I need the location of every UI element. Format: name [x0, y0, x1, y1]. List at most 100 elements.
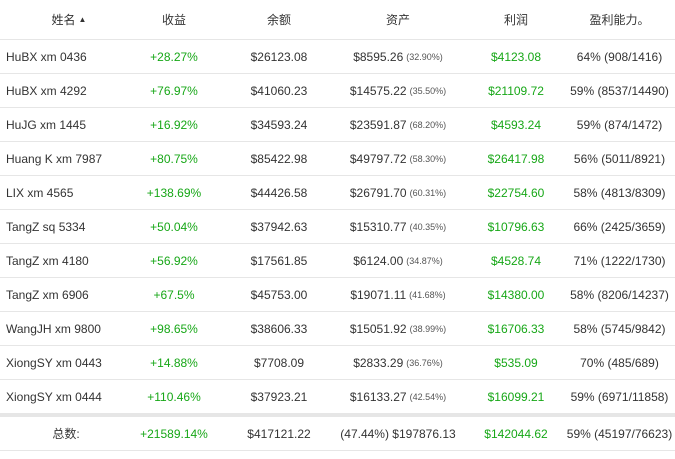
row-assets-value: $2833.29	[353, 355, 404, 370]
row-income: +110.46%	[147, 389, 201, 404]
row-ability: 66% (2425/3659)	[573, 219, 666, 234]
row-name: Huang K xm 7987	[6, 151, 103, 166]
row-ability: 70% (485/689)	[580, 355, 659, 370]
total-income: +21589.14%	[140, 426, 208, 441]
table-row[interactable]: HuJG xm 1445 +16.92% $34593.24 $23591.87 (68…	[0, 108, 675, 142]
row-assets-value: $14575.22	[349, 83, 407, 98]
row-profit: $16706.33	[487, 321, 545, 336]
row-ability: 58% (4813/8309)	[573, 185, 666, 200]
row-assets-percent: (58.30%)	[409, 153, 447, 164]
column-header-balance-label: 余额	[266, 13, 291, 27]
table-row[interactable]: TangZ xm 4180 +56.92% $17561.85 $6124.00 (34…	[0, 244, 675, 278]
row-income: +67.5%	[153, 287, 195, 302]
row-balance: $85422.98	[250, 151, 308, 166]
row-name: WangJH xm 9800	[6, 321, 101, 336]
row-balance: $41060.23	[250, 83, 308, 98]
table-row[interactable]: HuBX xm 0436 +28.27% $26123.08 $8595.26 (32.…	[0, 40, 675, 74]
row-assets-percent: (36.76%)	[406, 357, 443, 368]
row-balance: $38606.33	[250, 321, 308, 336]
row-balance: $7708.09	[253, 355, 305, 370]
row-assets-percent: (42.54%)	[409, 391, 447, 402]
column-header-assets[interactable]: 资产	[328, 0, 468, 39]
row-ability: 71% (1222/1730)	[573, 253, 666, 268]
row-assets: $49797.72 (58.30%)	[328, 142, 468, 175]
table-header: 姓名 ▲ 收益 余额 资产 利润 盈利能力。	[0, 0, 675, 40]
row-name: LIX xm 4565	[6, 185, 74, 200]
total-balance: $417121.22	[247, 426, 311, 441]
row-assets-percent: (35.50%)	[409, 85, 447, 96]
row-profit: $16099.21	[487, 389, 545, 404]
column-header-ability[interactable]: 盈利能力。	[564, 0, 675, 39]
row-name: TangZ xm 6906	[6, 287, 89, 302]
table-body: HuBX xm 0436 +28.27% $26123.08 $8595.26 (32.…	[0, 40, 675, 414]
row-profit: $535.09	[494, 355, 538, 370]
column-header-name[interactable]: 姓名 ▲	[0, 0, 118, 39]
table-row[interactable]: HuBX xm 4292 +76.97% $41060.23 $14575.22 (35…	[0, 74, 675, 108]
row-assets: $8595.26 (32.90%)	[328, 40, 468, 73]
row-profit: $4123.08	[490, 49, 542, 64]
row-ability: 58% (5745/9842)	[573, 321, 666, 336]
row-assets-value: $49797.72	[349, 151, 407, 166]
row-balance: $37923.21	[250, 389, 308, 404]
row-name: TangZ xm 4180	[6, 253, 89, 268]
row-assets-value: $26791.70	[349, 185, 407, 200]
row-assets-percent: (38.99%)	[409, 323, 447, 334]
row-assets-value: $16133.27	[349, 389, 407, 404]
row-ability: 64% (908/1416)	[576, 49, 663, 64]
row-income: +98.65%	[150, 321, 198, 336]
table-row[interactable]: WangJH xm 9800 +98.65% $38606.33 $15051.92(…	[0, 312, 675, 346]
row-profit: $26417.98	[487, 151, 545, 166]
row-ability: 59% (8537/14490)	[570, 83, 669, 98]
row-income: +50.04%	[150, 219, 198, 234]
row-name: XiongSY xm 0443	[6, 355, 102, 370]
table-row[interactable]: Huang K xm 7987 +80.75% $85422.98 $49797.72…	[0, 142, 675, 176]
row-assets-value: $8595.26	[353, 49, 404, 64]
table-row[interactable]: TangZ sq 5334 +50.04% $37942.63 $15310.77 (4…	[0, 210, 675, 244]
row-assets: $23591.87 (68.20%)	[328, 108, 468, 141]
total-ability: 59% (45197/76623)	[566, 426, 673, 441]
row-name: XiongSY xm 0444	[6, 389, 102, 404]
row-profit: $21109.72	[488, 83, 544, 98]
table-row[interactable]: TangZ xm 6906 +67.5% $45753.00 $19071.11 (41…	[0, 278, 675, 312]
row-balance: $17561.85	[250, 253, 308, 268]
row-assets: $15051.92 (38.99%)	[328, 312, 468, 345]
row-profit: $4593.24	[490, 117, 542, 132]
row-ability: 58% (8206/14237)	[570, 287, 669, 302]
row-assets: $26791.70 (60.31%)	[328, 176, 468, 209]
row-assets: $6124.00 (34.87%)	[328, 244, 468, 277]
total-assets: (47.44%) $197876.13	[340, 426, 456, 441]
row-assets-percent: (40.35%)	[409, 221, 447, 232]
column-header-name-label: 姓名	[51, 13, 76, 27]
row-assets: $16133.27 (42.54%)	[328, 380, 468, 413]
row-assets: $15310.77 (40.35%)	[328, 210, 468, 243]
row-assets: $14575.22 (35.50%)	[328, 74, 468, 107]
row-income: +76.97%	[150, 83, 198, 98]
row-assets-percent: (68.20%)	[409, 119, 447, 130]
column-header-profit-label: 利润	[503, 13, 528, 27]
column-header-profit[interactable]: 利润	[468, 0, 564, 39]
row-balance: $26123.08	[250, 49, 308, 64]
table-row[interactable]: LIX xm 4565 +138.69% $44426.58 $26791.70 (60…	[0, 176, 675, 210]
row-assets-value: $19071.11	[350, 287, 407, 302]
sort-ascending-icon: ▲	[78, 15, 87, 24]
row-profit: $10796.63	[487, 219, 545, 234]
row-assets-percent: (34.87%)	[406, 255, 443, 266]
row-assets: $19071.11 (41.68%)	[328, 278, 468, 311]
row-profit: $4528.74	[490, 253, 542, 268]
row-income: +80.75%	[150, 151, 198, 166]
table-row[interactable]: XiongSY xm 0444 +110.46% $37923.21 $16133.2…	[0, 380, 675, 414]
column-header-income[interactable]: 收益	[118, 0, 230, 39]
row-assets-percent: (60.31%)	[409, 187, 447, 198]
row-name: HuJG xm 1445	[6, 117, 87, 132]
row-balance: $45753.00	[250, 287, 308, 302]
row-income: +138.69%	[146, 185, 202, 200]
total-row: 总数: +21589.14% $417121.22 (47.44%) $1978…	[0, 417, 675, 451]
row-ability: 56% (5011/8921)	[573, 151, 666, 166]
column-header-income-label: 收益	[161, 13, 186, 27]
row-income: +16.92%	[150, 117, 198, 132]
row-balance: $44426.58	[250, 185, 308, 200]
table-row[interactable]: XiongSY xm 0443 +14.88% $7708.09 $2833.29 (3…	[0, 346, 675, 380]
total-separator	[0, 414, 675, 417]
column-header-balance[interactable]: 余额	[230, 0, 328, 39]
row-name: HuBX xm 0436	[6, 49, 87, 64]
